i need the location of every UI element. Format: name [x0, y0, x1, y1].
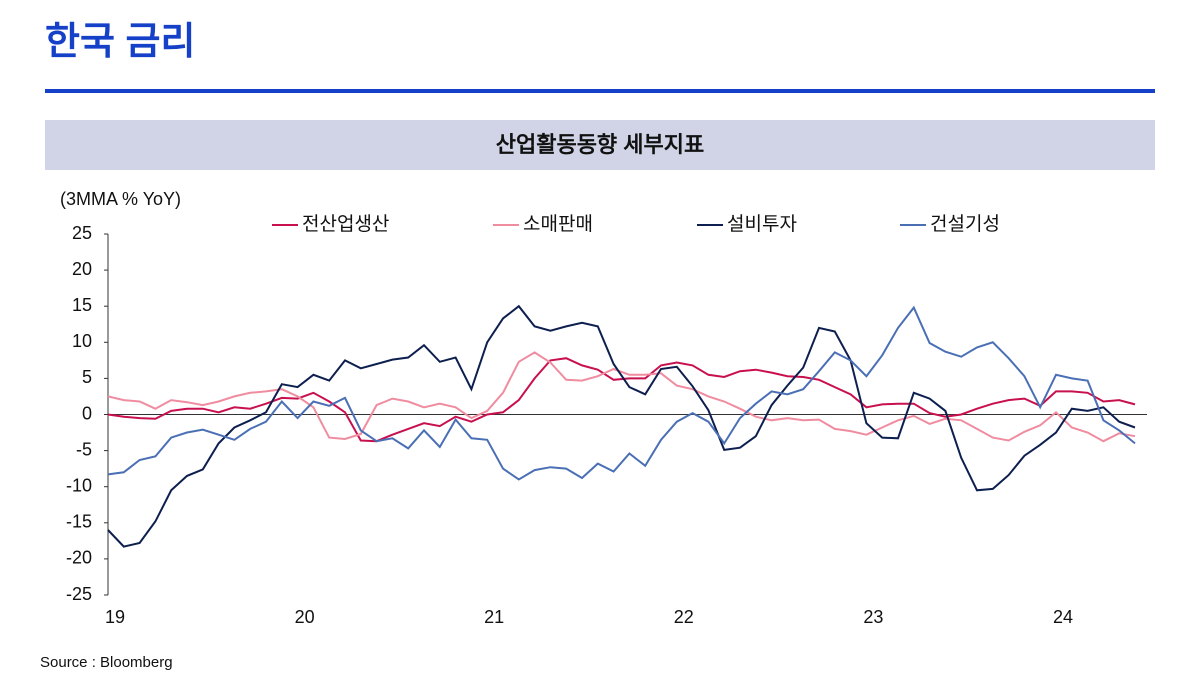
y-tick-label: -25 [66, 584, 92, 604]
x-tick-label: 24 [1053, 607, 1073, 627]
x-tick-label: 20 [295, 607, 315, 627]
y-tick-label: 25 [72, 223, 92, 243]
y-tick-label: -5 [76, 439, 92, 459]
x-tick-label: 19 [105, 607, 125, 627]
legend-label: 설비투자 [727, 213, 797, 235]
y-tick-label: -15 [66, 512, 92, 532]
y-tick-label: 15 [72, 295, 92, 315]
title-rule [45, 89, 1155, 93]
y-tick-label: 10 [72, 331, 92, 351]
legend-label: 건설기성 [930, 213, 1000, 235]
y-tick-label: -20 [66, 548, 92, 568]
y-axis-label: (3MMA % YoY) [60, 189, 181, 209]
page-title: 한국 금리 [45, 21, 195, 63]
y-tick-label: 5 [82, 367, 92, 387]
x-tick-label: 22 [674, 607, 694, 627]
series-line [107, 304, 1136, 548]
x-tick-label: 21 [484, 607, 504, 627]
chart-banner [45, 120, 1155, 170]
legend-label: 소매판매 [523, 213, 593, 235]
series-line [107, 305, 1136, 481]
y-tick-label: 0 [82, 403, 92, 423]
series-line [107, 351, 1136, 443]
source: Source : Bloomberg [40, 654, 173, 671]
legend-label: 전산업생산 [302, 213, 389, 235]
x-tick-label: 23 [863, 607, 883, 627]
y-tick-label: -10 [66, 475, 92, 495]
series-line [107, 357, 1136, 443]
y-tick-label: 20 [72, 259, 92, 279]
chart-title: 산업활동동향 세부지표 [496, 132, 705, 157]
